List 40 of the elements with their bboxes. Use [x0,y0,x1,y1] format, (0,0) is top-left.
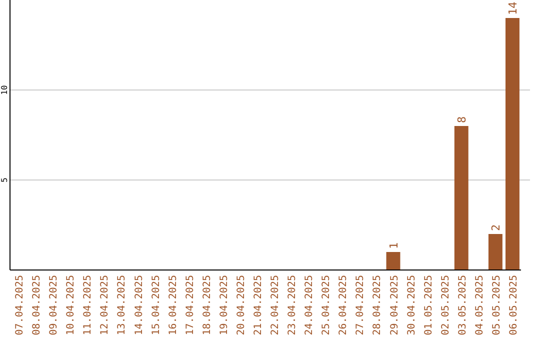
bar [488,234,502,270]
x-tick-label: 24.04.2025 [304,275,316,336]
x-tick-label: 16.04.2025 [168,275,179,336]
bar [454,126,468,270]
x-tick-label: 15.04.2025 [150,275,162,336]
x-tick-label: 12.04.2025 [100,275,111,336]
x-tick-label: 26.04.2025 [338,275,350,336]
y-tick-label: 5 [0,177,9,182]
x-tick-label: 08.04.2025 [32,275,43,336]
x-tick-label: 20.04.2025 [236,275,247,336]
x-tick-label: 28.04.2025 [372,275,384,336]
x-tick-label: 30.04.2025 [406,275,418,336]
x-tick-label: 09.04.2025 [48,275,60,336]
x-tick-label: 03.05.2025 [457,275,468,336]
x-tick-label: 04.05.2025 [474,275,486,336]
data-label: 14 [506,1,520,15]
x-tick-label: 02.05.2025 [440,275,452,336]
x-tick-label: 27.04.2025 [355,275,366,336]
x-tick-label: 01.05.2025 [423,275,434,336]
x-tick-label: 17.04.2025 [184,275,196,336]
x-tick-label: 05.05.2025 [491,275,502,336]
y-tick-label: 10 [0,85,9,95]
x-tick-label: 29.04.2025 [389,275,400,336]
x-tick-label: 11.04.2025 [82,275,94,336]
x-tick-label: 18.04.2025 [202,275,213,336]
data-label: 1 [387,242,400,249]
data-label: 8 [455,116,468,123]
x-tick-label: 06.05.2025 [508,275,520,336]
x-tick-label: 19.04.2025 [218,275,230,336]
x-tick-label: 23.04.2025 [287,275,298,336]
bar [386,252,400,270]
x-tick-label: 14.04.2025 [134,275,145,336]
x-tick-label: 21.04.2025 [252,275,264,336]
x-tick-label: 22.04.2025 [270,275,282,336]
x-tick-label: 10.04.2025 [66,275,77,336]
x-tick-label: 13.04.2025 [116,275,128,336]
x-tick-label: 07.04.2025 [14,275,26,336]
bar [506,18,520,270]
data-label: 2 [489,224,502,231]
x-tick-label: 25.04.2025 [321,275,332,336]
